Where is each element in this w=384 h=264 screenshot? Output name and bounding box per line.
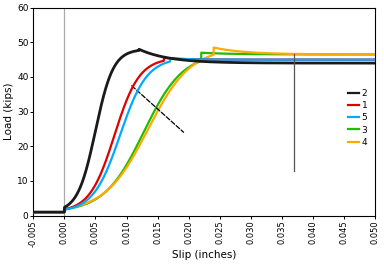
Legend: 2, 1, 5, 3, 4: 2, 1, 5, 3, 4: [344, 86, 371, 150]
X-axis label: Slip (inches): Slip (inches): [172, 250, 237, 260]
Y-axis label: Load (kips): Load (kips): [4, 83, 14, 140]
